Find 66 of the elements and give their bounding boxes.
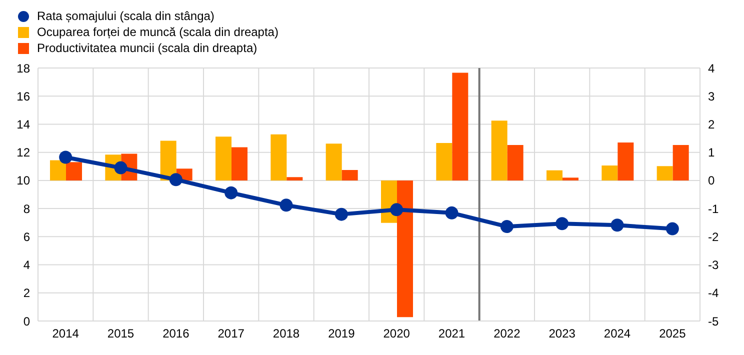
y-tick-label: 4 <box>23 258 30 272</box>
y2-tick-label: -1 <box>708 202 719 216</box>
x-tick-label: 2021 <box>438 326 466 341</box>
bar <box>342 170 358 180</box>
point <box>500 220 514 234</box>
x-tick-label: 2022 <box>494 326 521 341</box>
bar <box>216 136 232 180</box>
x-tick-label: 2017 <box>218 326 245 341</box>
x-tick-label: 2020 <box>383 326 410 341</box>
bar <box>602 166 618 180</box>
bar <box>66 162 82 180</box>
y-tick-label: 2 <box>23 286 30 300</box>
bar <box>618 142 634 180</box>
bar <box>562 178 578 180</box>
bar <box>491 120 508 180</box>
y2-tick-label: -4 <box>708 286 719 300</box>
x-tick-label: 2016 <box>162 326 190 341</box>
y2-tick-label: -5 <box>708 314 719 328</box>
bar <box>452 72 468 180</box>
x-tick-label: 2015 <box>107 326 134 341</box>
x-tick-label: 2014 <box>52 326 80 341</box>
y2-tick-label: 3 <box>708 89 715 104</box>
bar <box>50 160 66 180</box>
y-tick-label: 6 <box>23 230 30 244</box>
y-tick-label: 16 <box>16 89 30 104</box>
bar <box>507 145 524 180</box>
x-tick-label: 2025 <box>659 326 686 341</box>
y-tick-label: 0 <box>23 314 30 328</box>
x-tick-label: 2023 <box>548 326 576 341</box>
x-tick-label: 2018 <box>272 326 300 341</box>
y-tick-label: 12 <box>16 146 30 160</box>
bar <box>672 145 689 180</box>
y2-tick-label: 1 <box>708 146 715 160</box>
bar <box>326 144 342 180</box>
bar <box>656 166 673 180</box>
point <box>114 161 128 174</box>
bar <box>546 170 562 180</box>
point <box>610 218 624 232</box>
y2-tick-label: 4 <box>708 61 715 76</box>
y2-tick-label: -2 <box>708 230 719 244</box>
y-tick-label: 10 <box>16 174 30 188</box>
bar <box>232 147 248 180</box>
legend-label: Rata șomajului (scala din stânga) <box>37 8 214 24</box>
point <box>390 203 404 216</box>
y2-tick-label: 0 <box>708 174 715 188</box>
bar <box>270 134 287 180</box>
point <box>556 217 569 230</box>
bar <box>286 177 303 180</box>
y2-tick-label: 2 <box>708 117 715 132</box>
bar <box>397 180 413 318</box>
legend-label: Productivitatea muncii (scala din dreapta) <box>37 40 258 56</box>
point <box>169 173 182 186</box>
point <box>280 198 293 212</box>
point <box>224 186 238 200</box>
legend-label: Ocuparea forței de muncă (scala din dreapta) <box>37 24 278 40</box>
bar <box>436 143 452 180</box>
point <box>666 222 679 236</box>
y2-tick-label: -3 <box>708 258 719 272</box>
point <box>334 208 348 221</box>
x-tick-label: 2024 <box>604 326 631 341</box>
y-tick-label: 14 <box>16 117 30 132</box>
point <box>59 150 72 164</box>
point <box>445 206 458 220</box>
x-tick-label: 2019 <box>328 326 356 341</box>
y-tick-label: 8 <box>23 202 30 216</box>
y-tick-label: 18 <box>16 61 30 76</box>
